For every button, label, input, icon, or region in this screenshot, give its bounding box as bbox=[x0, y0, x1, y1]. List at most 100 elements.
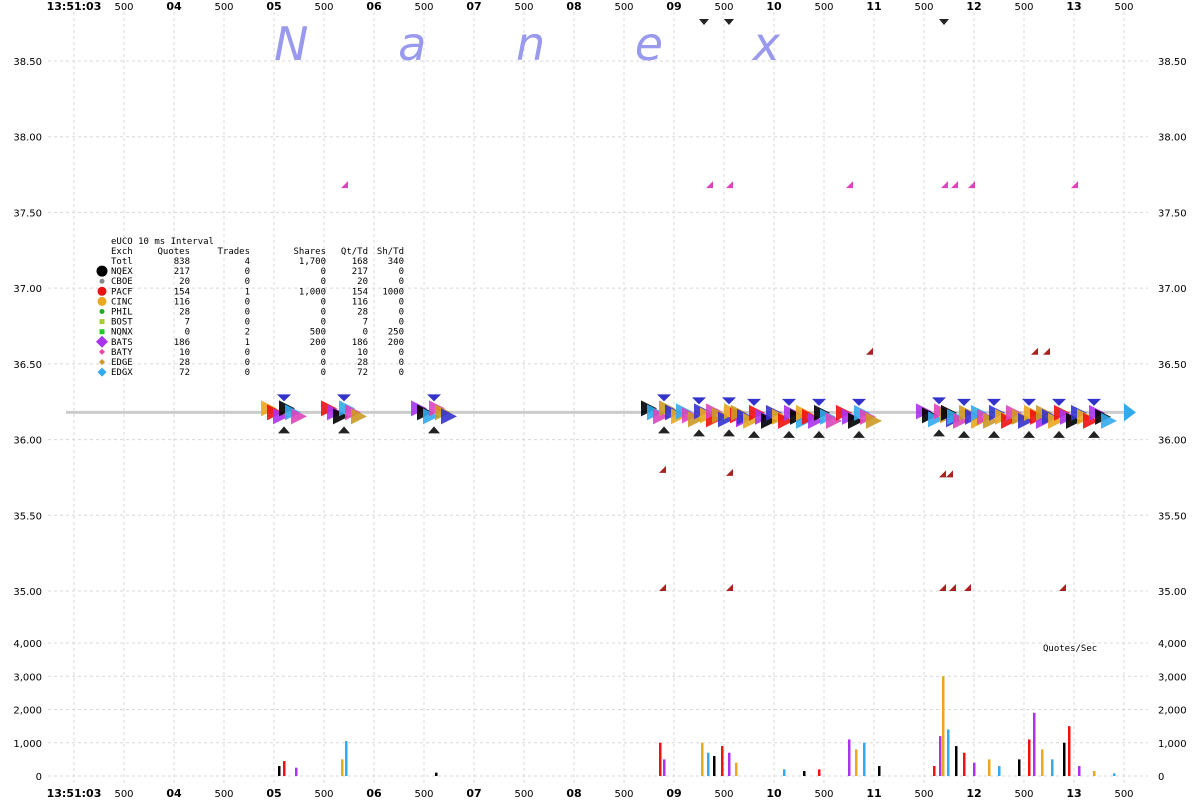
volume-axis-label: Quotes/Sec bbox=[1043, 644, 1097, 654]
quote-marker bbox=[747, 398, 761, 406]
quote-marker bbox=[441, 408, 457, 425]
quote-marker bbox=[932, 397, 946, 405]
volume-bar bbox=[1078, 766, 1081, 776]
stats-cell: 4 bbox=[245, 257, 250, 267]
time-tick-label: 500 bbox=[514, 789, 533, 800]
axis-tick-label: 38.50 bbox=[1158, 57, 1187, 68]
time-tick-label: 13 bbox=[1066, 787, 1081, 800]
volume-bar bbox=[942, 676, 945, 776]
stats-cell: 0 bbox=[399, 368, 404, 378]
volume-axis-right: 4,000 3,000 2,000 1,000 0 bbox=[1158, 639, 1187, 783]
stats-header: Quotes bbox=[157, 247, 190, 257]
end-marker bbox=[1124, 403, 1136, 422]
stats-cell: 2 bbox=[245, 328, 250, 338]
volume-bar bbox=[1068, 726, 1071, 776]
volume-bar bbox=[818, 769, 821, 776]
stats-cell: 0 bbox=[399, 267, 404, 277]
stats-legend-marker bbox=[97, 367, 107, 377]
stats-header: Shares bbox=[293, 247, 326, 257]
time-tick-label: 500 bbox=[614, 2, 633, 13]
stats-cell: 217 bbox=[352, 267, 368, 277]
time-tick-label: 12 bbox=[966, 0, 981, 13]
stats-cell: 0 bbox=[321, 348, 326, 358]
stats-cell: 186 bbox=[174, 338, 190, 348]
outlier-quotes bbox=[341, 181, 1078, 591]
time-tick-label: 500 bbox=[914, 789, 933, 800]
quote-marker bbox=[813, 430, 825, 438]
quote-marker bbox=[658, 426, 670, 434]
quote-marker bbox=[428, 426, 440, 434]
volume-bar bbox=[701, 742, 704, 776]
volume-bar bbox=[1028, 739, 1031, 776]
outlier-marker bbox=[968, 181, 975, 189]
time-tick-label: 500 bbox=[514, 2, 533, 13]
stats-cell: 1 bbox=[245, 287, 250, 297]
stats-legend-marker bbox=[99, 278, 105, 284]
axis-tick-label: 4,000 bbox=[13, 639, 42, 650]
volume-bar bbox=[659, 742, 662, 776]
outlier-marker bbox=[951, 181, 958, 189]
time-tick-label: 07 bbox=[466, 0, 481, 13]
stats-cell: 186 bbox=[352, 338, 368, 348]
stats-legend-marker bbox=[99, 329, 105, 335]
quote-marker bbox=[988, 430, 1000, 438]
nanex-watermark: N a n e x bbox=[274, 17, 780, 71]
stats-cell: NQNX bbox=[111, 328, 133, 338]
quote-marker bbox=[1052, 398, 1066, 406]
quote-marker bbox=[291, 408, 307, 425]
stats-cell: 0 bbox=[399, 358, 404, 368]
stats-cell: 0 bbox=[321, 297, 326, 307]
volume-bar bbox=[283, 761, 286, 776]
quote-marker bbox=[1048, 412, 1064, 429]
quote-marker bbox=[1001, 412, 1017, 429]
quote-cluster bbox=[641, 394, 687, 434]
time-tick-label: 09 bbox=[666, 787, 681, 800]
time-tick-label: 500 bbox=[714, 789, 733, 800]
quote-marker bbox=[718, 411, 734, 428]
stats-cell: 7 bbox=[185, 318, 190, 328]
quote-marker bbox=[1088, 430, 1100, 438]
quote-cluster bbox=[1036, 398, 1082, 438]
quote-marker bbox=[653, 408, 669, 425]
stats-cell: 154 bbox=[352, 287, 368, 297]
volume-bar bbox=[939, 736, 942, 776]
volume-bar bbox=[988, 759, 991, 776]
stats-cell: PHIL bbox=[111, 308, 133, 318]
outlier-marker bbox=[1043, 347, 1050, 355]
time-tick-label: 09 bbox=[666, 0, 681, 13]
quote-marker bbox=[852, 398, 866, 406]
outlier-marker bbox=[341, 181, 348, 189]
stats-cell: 28 bbox=[179, 308, 190, 318]
time-tick-label: 500 bbox=[914, 2, 933, 13]
time-tick-label: 08 bbox=[566, 787, 581, 800]
quote-marker bbox=[722, 397, 736, 405]
quote-marker bbox=[983, 412, 999, 429]
quote-marker bbox=[1023, 430, 1035, 438]
outlier-marker bbox=[941, 181, 948, 189]
stats-cell: 0 bbox=[399, 308, 404, 318]
stats-cell: 200 bbox=[310, 338, 326, 348]
quote-marker bbox=[853, 430, 865, 438]
stats-cell: 0 bbox=[245, 267, 250, 277]
stats-cell: 0 bbox=[245, 277, 250, 287]
volume-bar bbox=[663, 759, 666, 776]
stats-cell: 0 bbox=[245, 368, 250, 378]
time-tick-label: 07 bbox=[466, 787, 481, 800]
axis-tick-label: 35.50 bbox=[13, 511, 42, 522]
stats-cell: 116 bbox=[174, 297, 190, 307]
axis-tick-label: 36.00 bbox=[13, 436, 42, 447]
volume-bars bbox=[278, 676, 1116, 776]
stats-cell: Totl bbox=[111, 257, 133, 267]
axis-tick-label: 37.50 bbox=[1158, 208, 1187, 219]
volume-bar bbox=[947, 729, 950, 776]
quote-marker bbox=[1101, 412, 1117, 429]
volume-bar bbox=[1051, 759, 1054, 776]
stats-cell: 217 bbox=[174, 267, 190, 277]
top-edge-marker bbox=[699, 19, 709, 25]
stats-cell: 1,000 bbox=[299, 287, 326, 297]
time-tick-label: 06 bbox=[366, 787, 382, 800]
axis-tick-label: 38.00 bbox=[13, 133, 42, 144]
quote-marker bbox=[692, 397, 706, 405]
quote-marker bbox=[933, 429, 945, 437]
